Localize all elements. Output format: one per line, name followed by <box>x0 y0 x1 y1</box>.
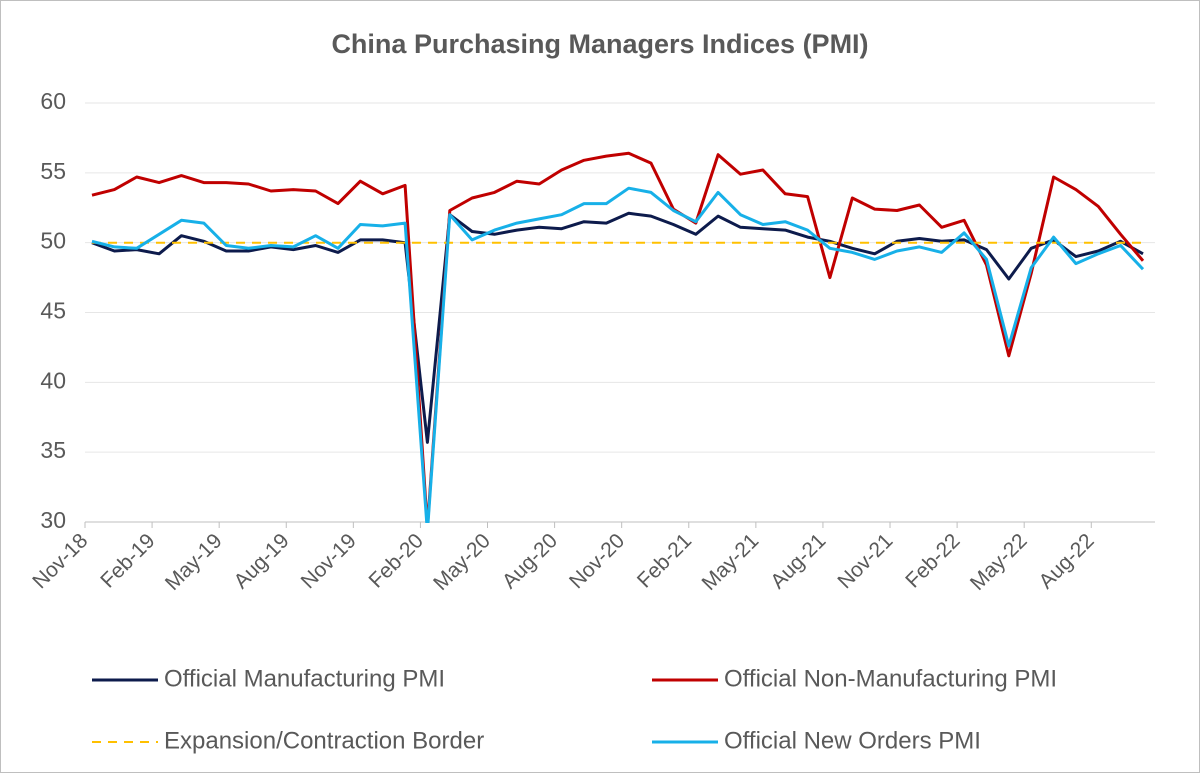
series-line <box>91 186 1145 523</box>
plot-lines <box>91 151 1145 523</box>
y-tick-label: 45 <box>40 298 66 324</box>
y-tick-label: 55 <box>40 158 66 184</box>
series-line <box>91 151 1145 523</box>
y-tick-label: 60 <box>40 88 66 114</box>
y-tick-label: 40 <box>40 367 66 393</box>
y-tick-label: 50 <box>40 228 66 254</box>
chart-title: China Purchasing Managers Indices (PMI) <box>331 29 868 59</box>
y-tick-label: 35 <box>40 437 66 463</box>
legend-label: Expansion/Contraction Border <box>164 727 484 754</box>
legend-label: Official New Orders PMI <box>724 727 981 754</box>
y-tick-label: 30 <box>40 507 66 533</box>
legend-label: Official Non-Manufacturing PMI <box>724 665 1057 692</box>
series-line <box>91 211 1144 444</box>
legend-label: Official Manufacturing PMI <box>164 665 445 692</box>
